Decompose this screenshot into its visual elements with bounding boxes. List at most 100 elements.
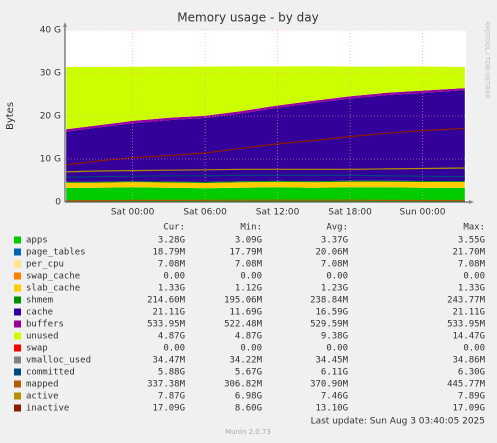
legend-value: 238.84M xyxy=(310,296,349,306)
legend-swatch xyxy=(14,368,21,376)
x-tick-label: Sat 12:00 xyxy=(256,208,300,218)
legend-label: inactive xyxy=(26,404,69,414)
area xyxy=(66,187,465,202)
legend-value: 0.00 xyxy=(463,344,485,354)
legend-value: 445.77M xyxy=(447,380,486,390)
legend-swatch xyxy=(14,296,21,304)
legend-label: unused xyxy=(26,332,59,342)
legend-swatch xyxy=(14,356,21,364)
line xyxy=(66,199,465,202)
legend-header: Max: xyxy=(463,223,485,233)
legend-value: 0.00 xyxy=(163,272,185,282)
legend-value: 18.79M xyxy=(152,248,185,258)
legend-swatch xyxy=(14,272,21,280)
legend-swatch xyxy=(14,248,21,256)
legend-value: 1.33G xyxy=(458,284,485,294)
legend-label: active xyxy=(26,392,59,402)
legend-value: 533.95M xyxy=(447,320,486,330)
y-tick-label: 0 xyxy=(55,198,61,208)
legend-label: swap xyxy=(26,344,48,354)
area xyxy=(66,180,465,183)
y-tick-label: 30 G xyxy=(40,69,61,79)
area xyxy=(66,187,465,189)
legend-label: committed xyxy=(26,368,75,378)
legend-swatch xyxy=(14,344,21,352)
legend-label: slab_cache xyxy=(26,284,80,294)
chart-title: Memory usage - by day xyxy=(177,11,318,25)
legend-label: swap_cache xyxy=(26,272,80,282)
legend-value: 1.12G xyxy=(235,284,262,294)
legend-value: 21.11G xyxy=(452,308,485,318)
legend-value: 533.95M xyxy=(147,320,186,330)
legend-value: 34.47M xyxy=(152,356,185,366)
legend-value: 20.06M xyxy=(315,248,348,258)
legend-value: 306.82M xyxy=(224,380,263,390)
legend-value: 337.38M xyxy=(147,380,186,390)
y-tick-label: 40 G xyxy=(40,26,61,36)
line xyxy=(66,127,465,166)
legend-header: Min: xyxy=(240,223,262,233)
legend-swatch xyxy=(14,392,21,400)
legend-value: 4.87G xyxy=(158,332,185,342)
legend-value: 13.10G xyxy=(315,404,348,414)
legend-value: 5.67G xyxy=(235,368,262,378)
legend-value: 11.69G xyxy=(229,308,262,318)
legend-value: 0.00 xyxy=(326,344,348,354)
legend-value: 0.00 xyxy=(163,344,185,354)
legend-label: apps xyxy=(26,236,48,246)
legend-value: 243.77M xyxy=(447,296,486,306)
legend-value: 7.08M xyxy=(321,260,349,270)
line xyxy=(66,167,465,173)
line xyxy=(66,174,465,178)
legend-header: Cur: xyxy=(163,223,185,233)
legend-value: 4.87G xyxy=(235,332,262,342)
legend-value: 0.00 xyxy=(326,272,348,282)
legend-value: 7.08M xyxy=(158,260,186,270)
legend-value: 34.22M xyxy=(229,356,262,366)
legend-value: 529.59M xyxy=(310,320,349,330)
legend-value: 8.60G xyxy=(235,404,262,414)
legend-value: 7.89G xyxy=(458,392,485,402)
legend-header: Avg: xyxy=(326,223,348,233)
legend-swatch xyxy=(14,404,21,412)
legend-label: cache xyxy=(26,308,53,318)
legend-label: mapped xyxy=(26,380,59,390)
area xyxy=(66,88,465,132)
legend-value: 34.45M xyxy=(315,356,348,366)
area xyxy=(66,66,465,130)
legend-swatch xyxy=(14,284,21,292)
legend-value: 3.37G xyxy=(321,236,348,246)
legend-value: 6.98G xyxy=(235,392,262,402)
legend-value: 17.09G xyxy=(452,404,485,414)
legend-value: 7.87G xyxy=(158,392,185,402)
legend-value: 7.08M xyxy=(458,260,486,270)
legend-value: 3.09G xyxy=(235,236,262,246)
legend-value: 3.28G xyxy=(158,236,185,246)
legend-value: 0.00 xyxy=(463,272,485,282)
x-tick-label: Sat 06:00 xyxy=(183,208,227,218)
legend-swatch xyxy=(14,308,21,316)
legend-value: 17.79M xyxy=(229,248,262,258)
legend-label: vmalloc_used xyxy=(26,356,91,366)
legend-value: 6.11G xyxy=(321,368,348,378)
legend-value: 14.47G xyxy=(452,332,485,342)
version: Munin 2.0.73 xyxy=(225,428,271,436)
axis-arrow xyxy=(469,200,474,204)
axis-arrow xyxy=(63,22,67,27)
legend-value: 3.55G xyxy=(458,236,485,246)
legend-value: 7.46G xyxy=(321,392,348,402)
y-tick-label: 20 G xyxy=(40,112,61,122)
legend-swatch xyxy=(14,380,21,388)
legend-value: 6.30G xyxy=(458,368,485,378)
y-tick-label: 10 G xyxy=(40,155,61,165)
x-tick-label: Sun 00:00 xyxy=(400,208,446,218)
x-tick-label: Sat 00:00 xyxy=(111,208,155,218)
y-axis-label: Bytes xyxy=(5,102,16,130)
legend-value: 16.59G xyxy=(315,308,348,318)
area xyxy=(66,181,465,189)
legend-value: 195.06M xyxy=(224,296,263,306)
legend-value: 370.90M xyxy=(310,380,349,390)
legend-swatch xyxy=(14,236,21,244)
legend-label: page_tables xyxy=(26,248,86,258)
